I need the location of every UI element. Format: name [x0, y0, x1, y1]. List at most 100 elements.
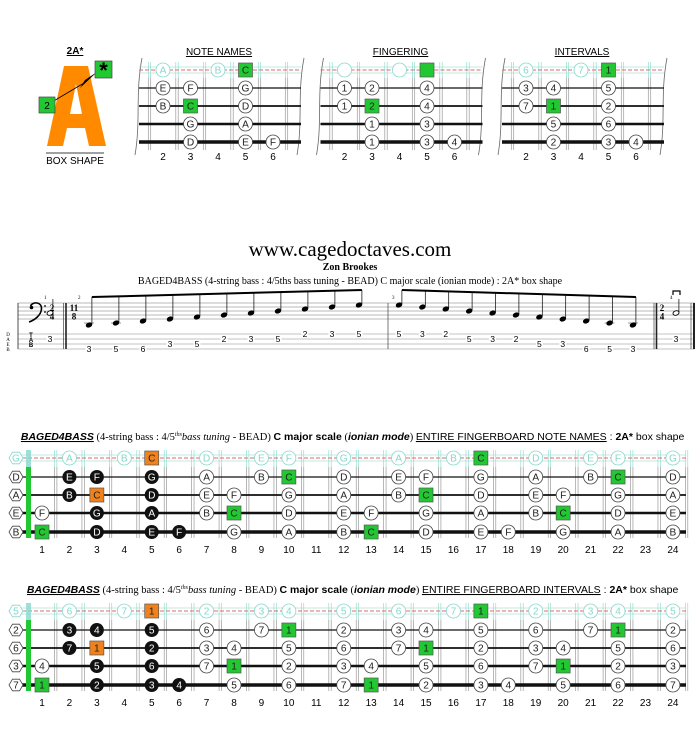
box-shape-caption: BOX SHAPE — [46, 156, 104, 167]
marker-label: 7 — [523, 102, 529, 113]
note-marker: G — [8, 451, 24, 465]
ghost-circle-marker — [518, 62, 534, 78]
note-marker: E — [665, 505, 681, 521]
title-tuning: (4-string bass : 4/5 — [94, 432, 175, 443]
note-marker: 1 — [610, 622, 626, 638]
marker-label: C — [477, 454, 484, 465]
green-square-marker — [418, 487, 434, 503]
note-marker: 2 — [364, 98, 380, 114]
note-marker: A — [336, 487, 352, 503]
fret-number: 4 — [578, 152, 584, 163]
marker-label: 1 — [560, 662, 566, 673]
white-circle-marker — [610, 640, 626, 656]
note-marker: 6 — [601, 116, 616, 132]
marker-label: 4 — [633, 138, 639, 149]
ghost-circle-marker — [281, 603, 297, 619]
marker-label: G — [12, 454, 20, 465]
note-marker: 3 — [144, 678, 159, 692]
tab-number-bg — [247, 335, 255, 343]
orange-square-marker — [144, 603, 160, 619]
tab-fret-number: 5 — [467, 334, 472, 344]
note-marker: 2 — [473, 640, 489, 656]
note-marker: 7 — [518, 98, 534, 114]
ghost-circle-marker — [392, 62, 407, 78]
title-sep: : — [601, 584, 610, 596]
marker-label: 3 — [523, 84, 529, 95]
note-marker: F — [363, 505, 379, 521]
white-circle-marker — [473, 487, 489, 503]
note-marker: 7 — [583, 622, 598, 638]
marker-label: G — [669, 454, 677, 465]
note-marker: 4 — [281, 603, 297, 619]
marker-label: 6 — [13, 644, 19, 655]
ghost-circle-marker — [583, 450, 598, 466]
note-marker: 6 — [62, 603, 77, 619]
black-circle-marker — [89, 659, 104, 673]
green-square-marker — [364, 98, 380, 114]
marker-label: D — [93, 528, 100, 539]
marker-label: 6 — [606, 120, 612, 131]
note-marker: 7 — [8, 678, 24, 692]
note-marker: D — [144, 488, 159, 502]
white-circle-marker — [337, 80, 352, 96]
note-marker: 6 — [528, 622, 544, 638]
note-marker: C — [610, 469, 626, 485]
marker-label: 5 — [423, 662, 429, 673]
title-scale: C major scale — [280, 584, 348, 596]
white-circle-marker — [473, 505, 489, 521]
marker-label: F — [560, 491, 566, 502]
tab-fret-number: 5 — [397, 329, 402, 339]
marker-label: G — [148, 473, 156, 484]
fret-number: 6 — [176, 698, 182, 709]
marker-label: 2 — [149, 644, 155, 655]
title-heading: ENTIRE FINGERBOARD NOTE NAMES — [416, 431, 607, 443]
tab-number-bg — [559, 340, 567, 348]
white-circle-marker — [265, 134, 281, 150]
white-circle-marker — [364, 134, 380, 150]
note-marker: 2 — [546, 134, 561, 150]
note-marker: 5 — [610, 640, 626, 656]
marker-label: E — [477, 528, 484, 539]
white-circle-marker — [528, 622, 544, 638]
marker-label: 7 — [578, 66, 584, 77]
white-circle-marker — [528, 469, 544, 485]
note-marker: 7 — [391, 640, 406, 656]
tab-fret-number: 5 — [114, 344, 119, 354]
white-circle-marker — [281, 658, 297, 674]
tab-fret-number: 3 — [48, 334, 53, 344]
tab-fret-number: 3 — [674, 334, 679, 344]
note-marker: D — [183, 134, 198, 150]
marker-label: 7 — [204, 662, 210, 673]
white-circle-marker — [518, 98, 534, 114]
marker-label: A — [66, 454, 73, 465]
white-circle-marker — [364, 80, 380, 96]
note-marker: A — [199, 469, 214, 485]
black-circle-marker — [89, 623, 104, 637]
marker-label: C — [560, 509, 567, 520]
marker-label: D — [669, 473, 676, 484]
tab-fret-number: 5 — [276, 334, 281, 344]
white-circle-marker — [183, 80, 198, 96]
white-circle-marker — [665, 524, 681, 540]
note-marker: 3 — [583, 603, 598, 619]
green-square-marker — [226, 505, 242, 521]
tab-number-bg — [535, 340, 543, 348]
box-shape-logo: 2A* * 2 BOX SHAPE — [38, 46, 113, 167]
note-marker: 4 — [34, 658, 50, 674]
ghost-circle-marker — [62, 450, 77, 466]
time-signature-bottom: 8 — [72, 312, 77, 322]
green-square-marker — [473, 450, 489, 466]
note-marker: C — [555, 505, 571, 521]
marker-label: 1 — [369, 120, 375, 131]
title-tuning-italic: bass tuning — [188, 585, 236, 596]
white-circle-marker — [583, 469, 598, 485]
marker-label: 5 — [94, 662, 100, 673]
marker-label: 5 — [670, 607, 676, 618]
root-star: * — [99, 58, 108, 83]
title-tuning-italic: bass tuning — [182, 432, 230, 443]
note-marker: 7 — [62, 641, 77, 655]
fret-number: 4 — [215, 152, 221, 163]
note-marker: F — [500, 524, 516, 540]
white-circle-marker — [238, 98, 253, 114]
title-tuning-end: - BEAD) — [230, 432, 273, 443]
